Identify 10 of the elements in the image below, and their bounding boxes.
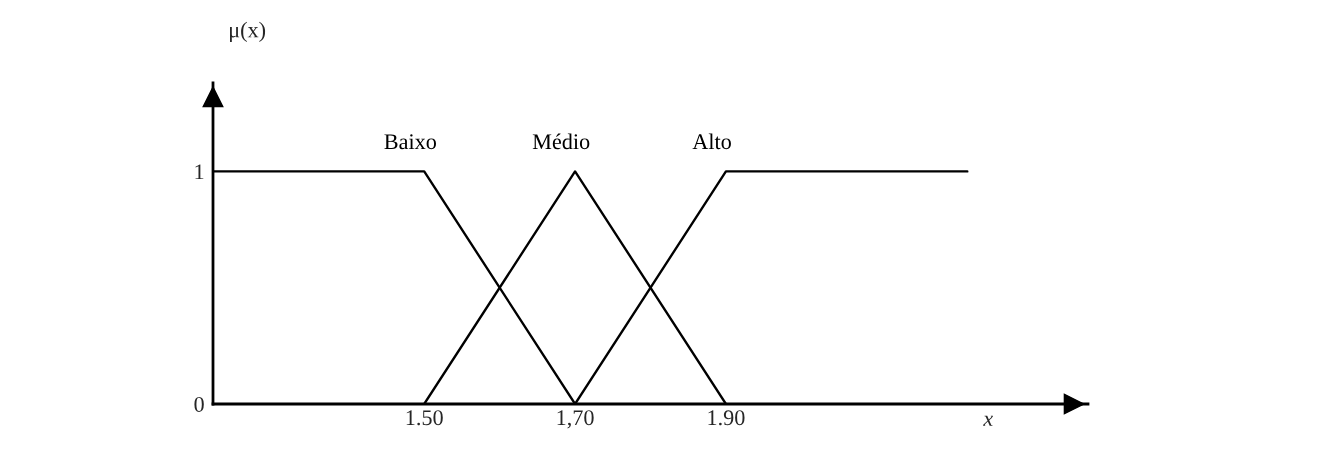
- x-tick-label: 1.50: [406, 410, 443, 426]
- x-tick-label: 1,70: [557, 410, 594, 429]
- x-tick-label: 1.90: [708, 410, 745, 426]
- series-label: Médio: [532, 133, 590, 150]
- y-tick-label: 0: [194, 396, 204, 412]
- y-tick-label: 1: [195, 164, 204, 180]
- series-label: Baixo: [384, 134, 437, 150]
- series-label: Alto: [692, 133, 731, 150]
- x-axis-title: x: [983, 415, 994, 426]
- y-axis-title: μ(x): [230, 21, 266, 43]
